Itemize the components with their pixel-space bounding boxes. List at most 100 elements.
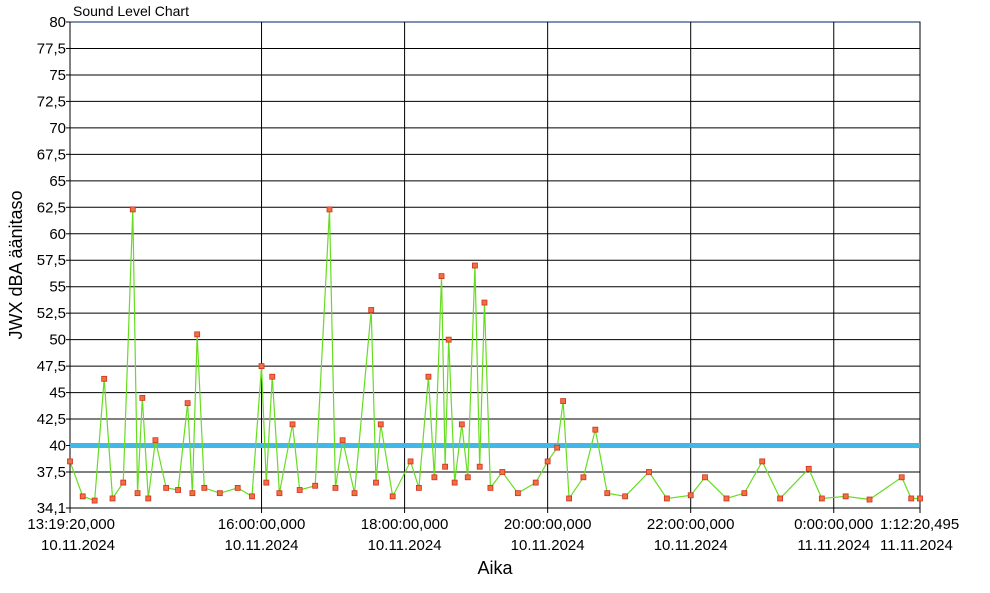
data-point	[101, 375, 108, 382]
y-tick-label: 80	[49, 14, 66, 31]
data-point	[216, 490, 223, 497]
data-point	[91, 497, 98, 504]
data-point	[407, 458, 414, 465]
y-tick-label: 60	[49, 226, 66, 243]
data-point	[351, 490, 358, 497]
data-point	[646, 469, 652, 475]
data-point	[702, 474, 708, 481]
data-point	[458, 421, 465, 428]
data-point	[580, 474, 587, 481]
data-point	[389, 493, 396, 500]
x-tick-label: 10.11.2024	[511, 537, 585, 554]
y-tick-label: 40	[49, 438, 66, 455]
y-axis-label: JWX dBA äänitaso	[6, 190, 26, 339]
y-tick-label: 52,5	[37, 305, 66, 322]
x-tick-label: 22:00:00,000	[647, 516, 735, 533]
data-point	[532, 479, 539, 486]
data-point	[415, 484, 422, 491]
y-tick-label: 57,5	[37, 252, 66, 269]
data-point	[249, 493, 255, 500]
data-point	[472, 262, 478, 269]
data-point	[818, 495, 825, 502]
data-point	[276, 490, 283, 497]
data-point	[139, 394, 146, 401]
data-point	[201, 484, 208, 491]
x-tick-label: 16:00:00,000	[218, 516, 306, 533]
x-axis-label: Aika	[477, 558, 513, 578]
data-point	[908, 495, 915, 502]
y-tick-label: 72,5	[37, 93, 66, 110]
x-tick-label: 20:00:00,000	[504, 516, 592, 533]
data-point	[898, 474, 905, 481]
data-point	[442, 463, 449, 470]
plot-area	[69, 21, 921, 509]
data-point	[499, 469, 506, 475]
data-point	[445, 336, 452, 343]
data-point	[109, 495, 116, 502]
chart-title: Sound Level Chart	[73, 3, 189, 19]
data-point	[67, 458, 73, 465]
data-point	[263, 479, 270, 486]
data-point	[163, 484, 170, 491]
data-point	[622, 493, 629, 500]
data-point	[514, 490, 521, 497]
data-point	[289, 421, 296, 428]
data-point	[79, 493, 86, 500]
data-point	[269, 373, 276, 380]
data-point	[326, 206, 333, 213]
data-point	[566, 495, 573, 502]
data-point	[759, 458, 766, 465]
data-point	[604, 490, 611, 497]
data-point	[438, 273, 445, 280]
y-tick-label: 67,5	[37, 146, 66, 163]
data-point	[481, 299, 488, 306]
data-point	[339, 437, 346, 444]
x-tick-label: 11.11.2024	[880, 537, 953, 554]
y-tick-label: 34,1	[37, 500, 66, 517]
data-point	[431, 474, 438, 481]
x-tick-label: 10.11.2024	[654, 537, 728, 554]
data-point	[917, 495, 923, 502]
data-point	[560, 398, 567, 404]
data-point	[129, 206, 136, 213]
data-point	[723, 495, 730, 502]
y-tick-label: 65	[49, 173, 66, 190]
y-tick-label: 50	[49, 332, 66, 349]
data-point	[592, 426, 599, 433]
y-tick-label: 77,5	[37, 40, 66, 57]
data-point	[175, 487, 181, 493]
data-point	[332, 484, 339, 491]
y-tick-label: 37,5	[37, 464, 66, 481]
data-point	[377, 421, 384, 428]
x-tick-label: 13:19:20,000	[27, 516, 115, 533]
data-point	[464, 474, 471, 481]
x-tick-label: 0:00:00,000	[794, 516, 873, 533]
data-point	[687, 492, 694, 499]
x-tick-label: 1:12:20,495	[880, 516, 959, 533]
data-point	[741, 490, 748, 497]
y-tick-label: 70	[49, 120, 66, 137]
x-tick-label: 10.11.2024	[41, 537, 115, 554]
x-tick-label: 10.11.2024	[225, 537, 299, 554]
data-point	[152, 437, 159, 444]
y-tick-label: 62,5	[37, 199, 66, 216]
data-point	[234, 484, 241, 491]
data-point	[373, 479, 379, 486]
y-tick-label: 47,5	[37, 358, 66, 375]
data-point	[312, 482, 319, 489]
data-point	[476, 463, 483, 470]
data-point	[189, 490, 196, 497]
y-tick-label: 42,5	[37, 411, 66, 428]
data-point	[120, 479, 127, 486]
data-point	[184, 400, 191, 407]
data-point	[842, 493, 849, 500]
data-point	[145, 495, 152, 502]
data-point	[258, 363, 265, 370]
data-point	[194, 331, 201, 338]
data-point	[425, 373, 432, 380]
data-point	[368, 307, 375, 313]
data-point	[805, 465, 812, 472]
data-point	[663, 495, 670, 502]
data-point	[866, 496, 873, 503]
